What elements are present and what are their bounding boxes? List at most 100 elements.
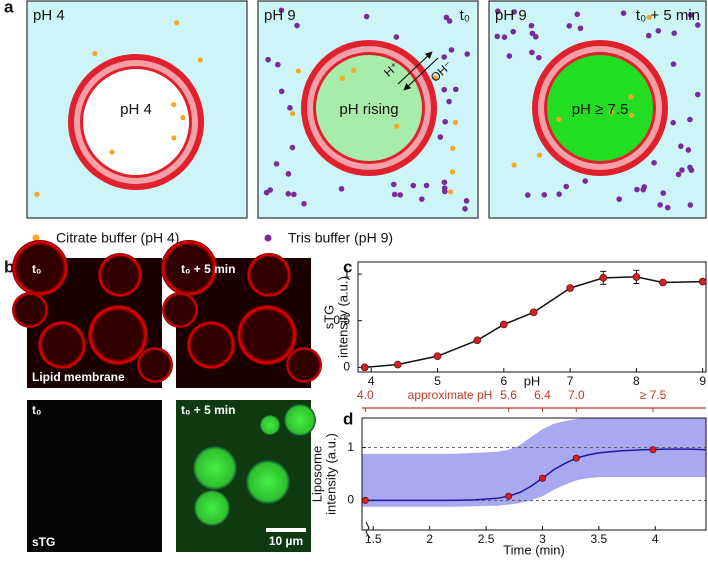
top-tick-label: ≥ 7.5 [640, 388, 667, 402]
buffer-dot [351, 67, 357, 73]
buffer-dot [536, 152, 543, 158]
top-tick-label: 7.0 [568, 388, 585, 402]
micrograph [161, 240, 322, 388]
plot-frame [361, 417, 707, 531]
y-tick-label: 0 [347, 493, 354, 507]
top-tick-label: 6.4 [534, 388, 551, 402]
dots [34, 7, 701, 212]
buffer-dot [511, 9, 517, 15]
buffer-dot [289, 110, 296, 117]
data-point [500, 320, 508, 329]
buffer-dot [171, 102, 177, 108]
buffer-dot [442, 118, 448, 125]
buffer-dot [450, 145, 456, 151]
buffer-dot [92, 51, 98, 57]
buffer-dot [285, 191, 292, 197]
buffer-dot [510, 28, 517, 35]
buffer-dot [528, 22, 535, 29]
data-point [433, 352, 442, 360]
buffer-dot [197, 57, 203, 63]
buffer-dot [363, 13, 370, 20]
data-point [566, 284, 574, 292]
legend-label: Citrate buffer (pH 4) [56, 230, 179, 246]
buffer-dot [670, 119, 676, 126]
panel-label: a [4, 0, 14, 16]
buffer-dot [390, 181, 397, 188]
buffer-dot [446, 18, 453, 24]
buffer-dot [675, 171, 682, 178]
buffer-dot [494, 33, 501, 40]
buffer-dot [641, 184, 648, 190]
micrograph [176, 400, 316, 552]
buffer-dot [660, 190, 667, 196]
corner-label: pH 4 [33, 7, 65, 24]
lumen [547, 55, 653, 161]
buffer-dot [278, 88, 285, 95]
y-tick-label: 0 [343, 360, 350, 374]
buffer-dot [529, 49, 535, 56]
buffer-dot [670, 61, 677, 67]
data-point [473, 336, 482, 345]
buffer-dot [687, 12, 694, 18]
buffer-dot [397, 192, 404, 198]
buffer-dot [678, 143, 684, 149]
buffer-dot [410, 182, 417, 189]
buffer-dot [443, 14, 450, 21]
buffer-dot [566, 23, 573, 29]
x-tick-label: 3 [539, 532, 546, 546]
buffer-dot [285, 171, 292, 177]
buffer-dot [446, 98, 452, 105]
time-label: t₀ + 5 min [636, 7, 700, 24]
x-tick-label: 7 [567, 374, 574, 388]
buffer-dot [685, 147, 692, 153]
buffer-dot [501, 34, 508, 40]
top-axis-label: approximate pH [408, 388, 493, 402]
channel-label: Lipid membrane [32, 370, 125, 384]
x-tick-label: 8 [633, 374, 640, 388]
buffer-dot [536, 54, 542, 61]
buffer-dot [687, 164, 693, 171]
buffer-dot [556, 191, 562, 197]
y-axis-label: intensity (a.u.) [323, 433, 338, 515]
buffer-dot [171, 135, 177, 141]
buffer-dot [524, 192, 531, 198]
legend-marker [32, 234, 40, 242]
buffer-dot [655, 28, 662, 34]
data-point [393, 360, 402, 369]
arrow [403, 57, 439, 91]
time-label: t₀ + 5 min [181, 403, 235, 417]
x-axis-label: pH [524, 373, 541, 388]
buffer-dot [289, 144, 296, 151]
buffer-dot [452, 119, 459, 125]
buffer-dot [511, 162, 517, 168]
buffer-dot [541, 192, 548, 198]
x-tick-label: 3.5 [591, 532, 608, 546]
corner-label: pH 9 [495, 7, 527, 24]
buffer-dot [452, 86, 459, 93]
buffer-dot [506, 53, 513, 59]
buffer-dot [301, 200, 307, 207]
data-point [572, 454, 580, 462]
time-label: t₀ [460, 7, 470, 24]
data-point [505, 492, 513, 500]
center-label: pH 4 [120, 101, 152, 118]
micrograph [12, 240, 173, 388]
y-tick-label: 1 [347, 440, 354, 454]
buffer-dot [275, 61, 281, 68]
x-tick-label: 4 [368, 374, 375, 388]
center-label: pH ≥ 7.5 [572, 101, 629, 118]
buffer-dot [394, 123, 400, 129]
panel-label: c [343, 257, 352, 276]
buffer-dot [441, 179, 448, 186]
buffer-dot [174, 20, 180, 26]
buffer-dot [462, 206, 468, 212]
buffer-dot [463, 198, 470, 204]
buffer-dot [532, 33, 539, 40]
buffer-dot [577, 25, 584, 32]
buffer-dot [608, 109, 614, 115]
buffer-dot [556, 116, 562, 122]
time-label: t₀ [32, 262, 41, 276]
panel-label: d [343, 409, 353, 428]
